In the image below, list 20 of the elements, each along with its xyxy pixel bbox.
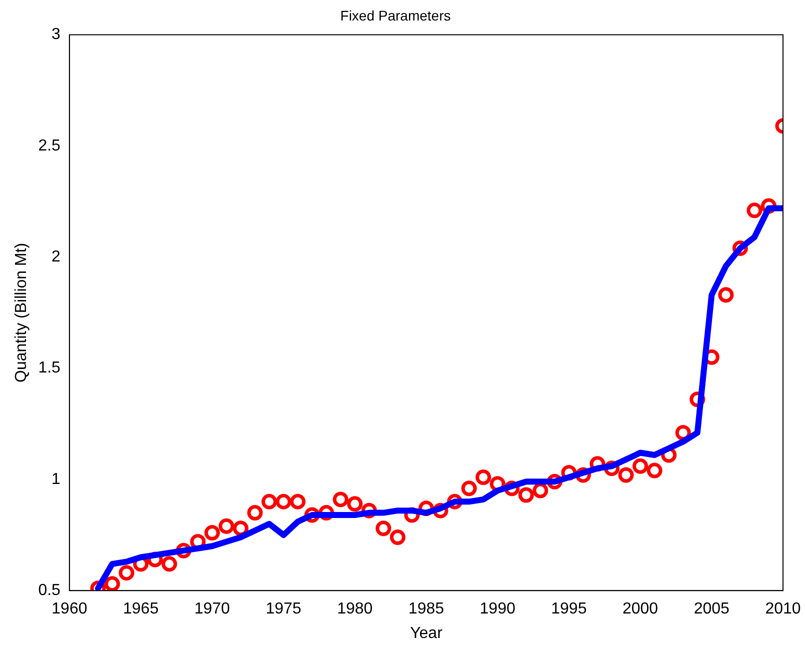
x-tick-label: 1990 [480,600,516,618]
y-tick-label: 1.5 [38,360,61,377]
y-tick-label: 2.5 [38,137,61,154]
y-tick-label: 1 [52,470,61,488]
x-tick-label: 1975 [266,600,302,618]
x-tick-label: 1995 [551,600,587,618]
x-tick-label: 1970 [194,600,230,618]
y-tick-label: 0.5 [38,582,61,600]
x-tick-label: 1965 [123,600,159,618]
x-tick-label: 1960 [52,600,88,618]
x-tick-label: 2010 [765,600,801,618]
y-axis-title: Quantity (Billion Mt) [13,242,30,382]
x-axis-title: Year [410,624,444,642]
x-tick-label: 1985 [408,600,444,618]
y-tick-label: 3 [52,26,61,44]
x-tick-label: 1980 [337,600,373,618]
x-tick-label: 2000 [622,600,658,618]
x-tick-label: 2005 [694,600,730,618]
y-tick-label: 2 [52,248,61,266]
chart-title: Fixed Parameters [340,7,451,24]
